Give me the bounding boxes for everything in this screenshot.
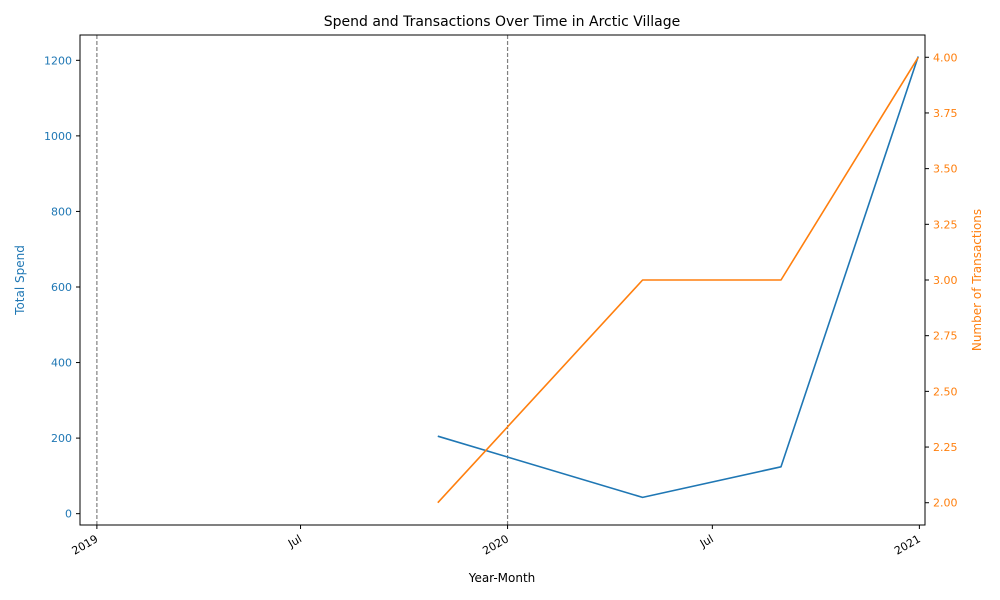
left-tick-label: 0	[65, 508, 72, 521]
transactions-line	[437, 56, 919, 504]
right-tick-label: 2.00	[933, 497, 958, 510]
chart-title: Spend and Transactions Over Time in Arct…	[324, 14, 681, 30]
x-axis-ticks: 2019 Jul 2020 Jul 2021	[70, 525, 923, 558]
x-axis-title: Year-Month	[468, 571, 536, 585]
left-tick-label: 400	[51, 357, 72, 370]
series-layer	[437, 56, 919, 504]
left-axis-ticks: 0 200 400 600 800 1000 1200	[44, 54, 80, 521]
right-tick-label: 4.00	[933, 51, 958, 64]
right-tick-label: 3.00	[933, 274, 958, 287]
vertical-markers	[96, 35, 509, 525]
right-tick-label: 2.25	[933, 441, 958, 454]
right-axis-ticks: 2.00 2.25 2.50 2.75 3.00 3.25 3.50 3.75 4.00	[925, 51, 958, 510]
right-tick-label: 3.50	[933, 163, 958, 176]
x-tick-label: 2020	[480, 532, 511, 557]
right-tick-label: 3.25	[933, 218, 958, 231]
left-tick-label: 1200	[44, 54, 72, 67]
right-tick-label: 2.50	[933, 385, 958, 398]
left-axis-title: Total Spend	[13, 245, 27, 316]
left-tick-label: 200	[51, 432, 72, 445]
x-tick-label: Jul	[697, 532, 716, 550]
x-tick-label: 2021	[892, 532, 923, 557]
left-tick-label: 1000	[44, 130, 72, 143]
right-axis-title: Number of Transactions	[970, 209, 984, 351]
right-tick-label: 3.75	[933, 107, 958, 120]
x-tick-label: Jul	[285, 532, 304, 550]
plot-frame	[79, 34, 926, 526]
left-tick-label: 800	[51, 205, 72, 218]
total-spend-line	[437, 56, 919, 499]
x-tick-label: 2019	[70, 532, 101, 557]
left-tick-label: 600	[51, 281, 72, 294]
right-tick-label: 2.75	[933, 330, 958, 343]
